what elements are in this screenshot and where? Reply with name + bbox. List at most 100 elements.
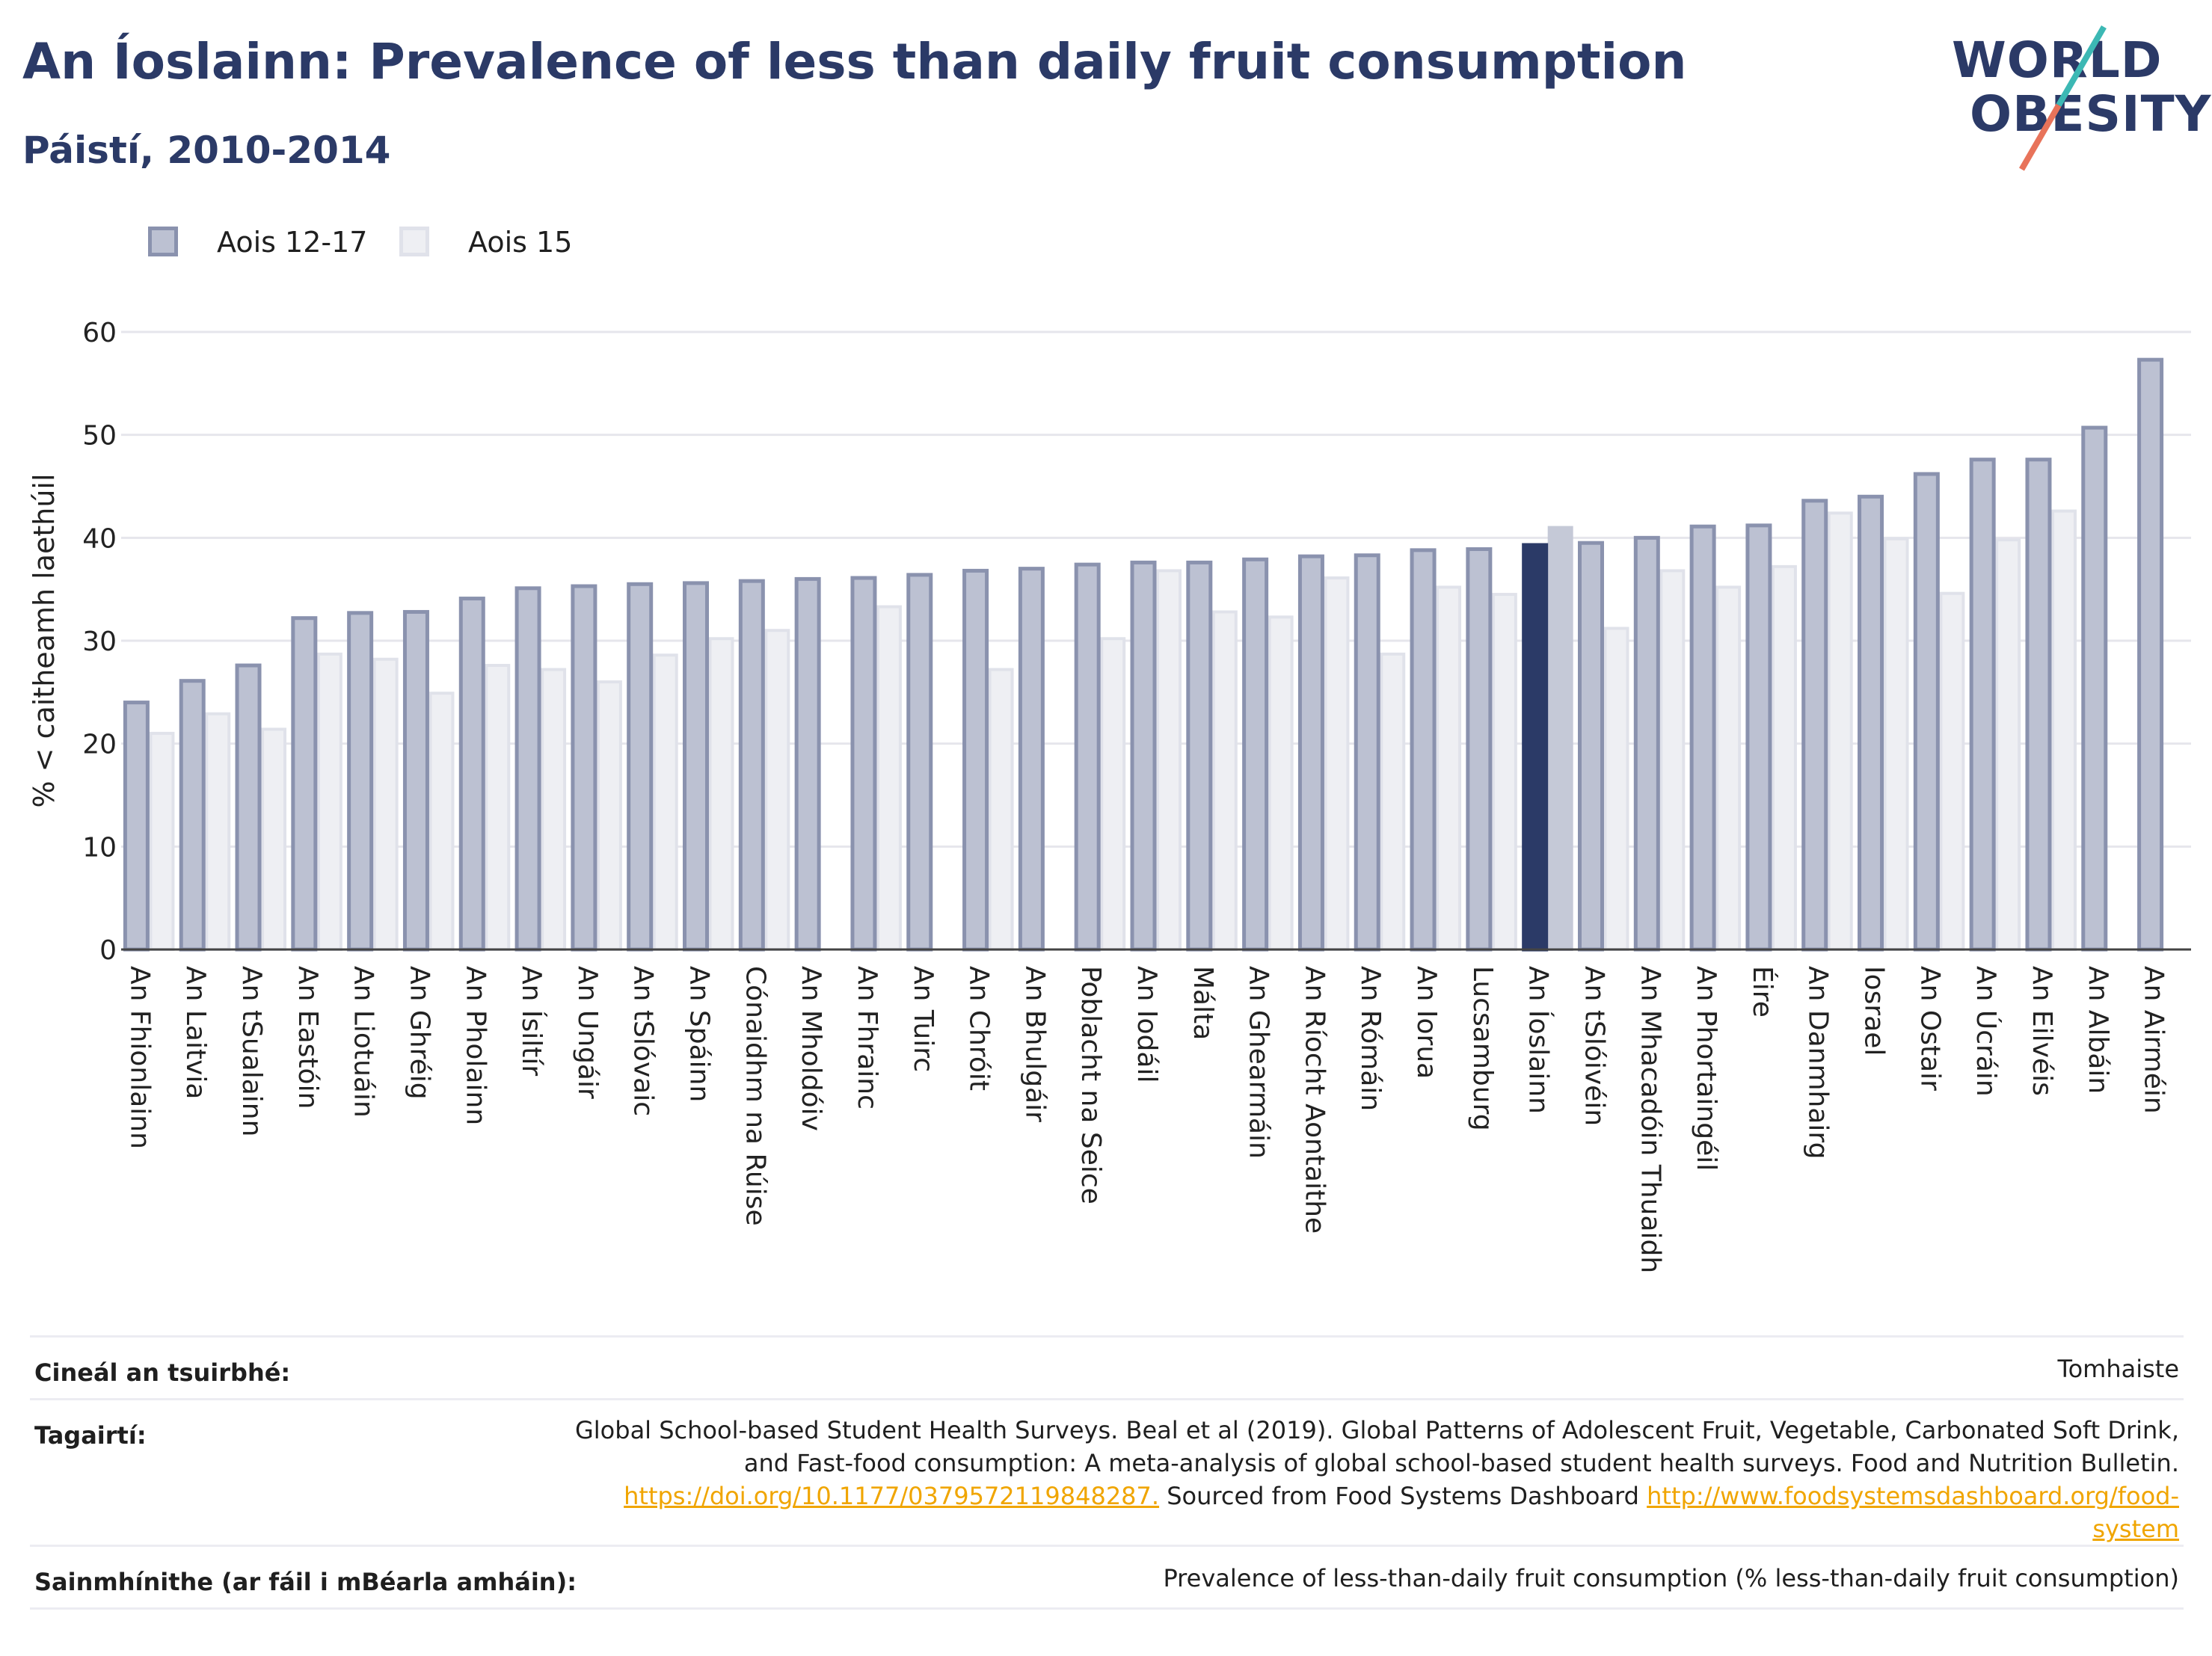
x-tick-label: An Pholainn xyxy=(460,966,491,1125)
bar-series-2 xyxy=(652,653,678,951)
bar-series-1 xyxy=(850,576,877,952)
x-tick-label: An tSualainn xyxy=(236,966,267,1136)
legend-label-series-1: Aois 12-17 xyxy=(217,226,368,259)
y-tick-label: 20 xyxy=(82,730,117,760)
bar-series-1 xyxy=(1410,548,1437,952)
dashboard-link-part-1[interactable]: http://www.foodsystemsdashboard.org/food… xyxy=(1647,1482,2179,1510)
y-tick-label: 50 xyxy=(82,421,117,452)
bar-series-1 xyxy=(1745,523,1772,952)
x-tick-label: An Tuirc xyxy=(908,966,938,1072)
bar-series-2 xyxy=(2050,509,2077,951)
references-line-2: and Fast-food consumption: A meta-analys… xyxy=(743,1449,2179,1477)
bar-series-1 xyxy=(1130,560,1157,952)
bar-series-1 xyxy=(291,616,318,952)
bar-series-1 xyxy=(2137,357,2164,952)
x-tick-label: An Liotuáin xyxy=(348,966,379,1118)
x-tick-label: An Rómáin xyxy=(1355,966,1386,1111)
bar-series-2 xyxy=(1324,576,1350,951)
bar-series-2 xyxy=(149,731,175,952)
bar-series-2 xyxy=(764,629,790,951)
bar-series-1 xyxy=(1969,458,1996,952)
x-tick-label: Éire xyxy=(1747,966,1778,1018)
bar-series-2 xyxy=(485,664,511,951)
bar-series-2 xyxy=(541,668,567,952)
bar-series-1 xyxy=(1186,560,1213,952)
references-line-4: system xyxy=(534,1512,2179,1545)
references-line-3: https://doi.org/10.1177/0379572119848287… xyxy=(534,1480,2179,1512)
bar-series-1 xyxy=(1297,554,1324,952)
bar-series-1 xyxy=(1466,547,1493,952)
x-tick-label: An Chróit xyxy=(964,966,995,1091)
bar-series-2 xyxy=(372,657,399,952)
chart-title: An Íoslainn: Prevalence of less than dai… xyxy=(22,33,1687,90)
bar-series-2 xyxy=(876,605,902,951)
bar-series-1 xyxy=(1801,499,1828,952)
bar-series-1 xyxy=(738,579,765,952)
bar-series-2 xyxy=(1211,610,1238,951)
bar-series-1 xyxy=(906,573,933,952)
x-tick-label: An Airméin xyxy=(2139,966,2169,1114)
bar-series-2 xyxy=(1156,569,1182,951)
bar-series-2 xyxy=(1603,627,1629,951)
bar-series-2 xyxy=(596,680,622,951)
dashboard-link-part-2[interactable]: system xyxy=(2092,1515,2179,1543)
bar-series-2 xyxy=(1939,591,1965,951)
bar-series-2 xyxy=(988,668,1014,952)
y-tick-label: 60 xyxy=(82,318,117,348)
bar-series-1 xyxy=(1858,494,1884,952)
bar-series-1 xyxy=(1522,543,1549,952)
bar-series-2 xyxy=(1491,593,1517,951)
bar-series-2 xyxy=(205,712,231,951)
bar-series-1 xyxy=(1689,524,1716,952)
x-tick-label: An Ísiltír xyxy=(516,966,547,1076)
x-tick-label: An Fhrainc xyxy=(852,966,882,1109)
bar-series-1 xyxy=(347,611,374,952)
bar-series-2 xyxy=(261,727,287,951)
x-tick-label: An Spáinn xyxy=(684,966,715,1102)
x-tick-label: An tSlóivéin xyxy=(1579,966,1609,1126)
bar-series-2 xyxy=(1827,511,1853,951)
bar-series-2 xyxy=(1995,538,2021,951)
x-tick-label: An Iodáil xyxy=(1131,966,1162,1083)
info-row-references: Tagairtí: Global School-based Student He… xyxy=(30,1398,2184,1547)
bar-series-1 xyxy=(235,663,262,952)
bar-series-2 xyxy=(316,652,342,951)
survey-type-label: Cineál an tsuirbhé: xyxy=(34,1358,291,1387)
x-tick-label: Poblacht na Seice xyxy=(1075,966,1106,1204)
y-tick-label: 30 xyxy=(82,627,117,657)
world-obesity-logo: WORLD OBESITY xyxy=(1952,25,2211,171)
logo-line-world: WORLD xyxy=(1952,31,2163,89)
references-line-1: Global School-based Student Health Surve… xyxy=(574,1416,2179,1444)
y-tick-label: 0 xyxy=(99,935,117,966)
bar-series-1 xyxy=(1018,567,1045,952)
bar-series-1 xyxy=(514,586,541,952)
x-tick-label: An Fhionlainn xyxy=(124,966,155,1149)
legend-label-series-2: Aois 15 xyxy=(468,226,573,259)
bar-series-1 xyxy=(2025,458,2052,952)
x-tick-label: An Úcráin xyxy=(1970,966,2002,1097)
x-tick-label: An Laitvia xyxy=(180,966,211,1100)
x-tick-label: An Mholdóiv xyxy=(796,966,826,1131)
bar-series-2 xyxy=(708,637,734,951)
references-sourced-text: Sourced from Food Systems Dashboard xyxy=(1159,1482,1647,1510)
x-tick-label: An Bhulgáir xyxy=(1019,966,1050,1122)
definitions-label: Sainmhínithe (ar fáil i mBéarla amháin): xyxy=(34,1568,577,1596)
y-tick-label: 10 xyxy=(82,832,117,863)
x-tick-label: An Ostair xyxy=(1914,966,1945,1091)
info-row-survey-type: Cineál an tsuirbhé: Tomhaiste xyxy=(30,1335,2184,1400)
bar-series-1 xyxy=(1354,553,1380,952)
x-tick-label: An Ghearmáin xyxy=(1244,966,1274,1159)
bar-series-2 xyxy=(1380,652,1406,951)
bar-series-1 xyxy=(123,701,150,952)
x-tick-label: An Ríocht Aontaithe xyxy=(1299,966,1330,1234)
x-tick-label: An Albáin xyxy=(2083,966,2113,1094)
doi-link[interactable]: https://doi.org/10.1177/0379572119848287… xyxy=(624,1482,1160,1510)
bar-chart: 0 10 20 30 40 50 60 % < caitheamh laethúil An Fh… xyxy=(28,318,2191,1273)
bar-series-1 xyxy=(1242,557,1269,952)
bar-series-1 xyxy=(571,584,597,952)
bar-series-1 xyxy=(1074,562,1101,952)
bar-series-1 xyxy=(962,568,989,952)
bar-series-2 xyxy=(1659,569,1686,951)
bar-series-1 xyxy=(1577,541,1604,952)
x-tick-label: An tSlóvaic xyxy=(628,966,659,1116)
